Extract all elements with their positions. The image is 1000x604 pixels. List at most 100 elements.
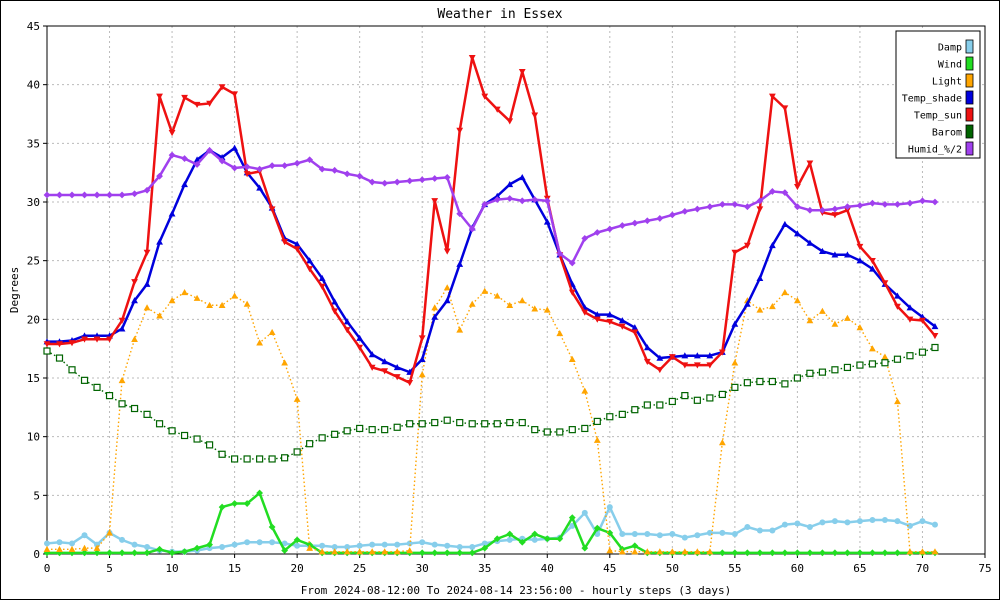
series-barom-point xyxy=(281,454,289,462)
series-barom-point xyxy=(331,430,339,438)
series-humid-2-point xyxy=(894,200,901,208)
series-damp-point xyxy=(869,516,876,523)
series-wind-point xyxy=(819,549,826,557)
series-humid-2-point xyxy=(468,225,476,233)
series-wind-point xyxy=(131,549,138,557)
series-humid-2-point xyxy=(281,162,289,170)
series-damp-point xyxy=(356,542,363,549)
series-light-point xyxy=(143,304,151,311)
series-light-point xyxy=(393,548,401,555)
series-damp-point xyxy=(456,543,463,550)
series-light-point xyxy=(681,548,689,555)
series-humid-2-point xyxy=(743,203,751,211)
series-barom-point xyxy=(856,361,864,369)
series-humid-2-point xyxy=(819,206,826,214)
series-wind-point xyxy=(731,549,739,557)
series-humid-2-point xyxy=(131,190,138,198)
series-temp-sun-point xyxy=(656,367,664,374)
series-wind-point xyxy=(844,549,851,557)
series-temp-sun-point xyxy=(293,246,301,253)
series-damp-point xyxy=(819,519,826,526)
series-barom-point xyxy=(318,434,326,442)
series-wind-point xyxy=(768,549,776,557)
series-light-point xyxy=(506,301,514,308)
series-light-point xyxy=(481,287,489,294)
series-humid-2-point xyxy=(243,163,251,171)
series-light-point xyxy=(156,312,163,319)
series-barom-point xyxy=(831,366,839,374)
series-light-point xyxy=(343,548,351,555)
series-temp-shade-point xyxy=(806,239,814,246)
series-temp-shade-point xyxy=(869,265,876,272)
series-temp-shade-point xyxy=(443,297,451,304)
series-light-point xyxy=(543,306,551,313)
series-barom-point xyxy=(581,424,589,433)
series-humid-2-point xyxy=(756,197,764,205)
series-light-point xyxy=(356,548,364,555)
series-damp-point xyxy=(756,527,763,534)
series-light-point xyxy=(118,376,126,384)
series-barom-point xyxy=(681,392,689,400)
series-barom-point xyxy=(893,355,902,363)
series-light-point xyxy=(493,292,501,299)
series-damp-point xyxy=(281,540,288,547)
series-light-point xyxy=(43,545,51,553)
series-damp-point xyxy=(769,527,776,534)
series-light-point xyxy=(206,301,213,308)
x-tick-label: 65 xyxy=(853,562,866,575)
series-wind-point xyxy=(281,547,289,554)
series-temp-sun-point xyxy=(506,118,514,125)
series-barom-point xyxy=(518,418,526,427)
series-barom-point xyxy=(731,383,739,391)
series-humid-2-point xyxy=(318,165,326,173)
legend-label: Humid_%/2 xyxy=(908,145,962,156)
legend-swatch xyxy=(965,90,974,105)
series-humid-2-point xyxy=(343,170,351,178)
series-wind-point xyxy=(431,549,439,557)
series-temp-sun-point xyxy=(718,349,726,356)
series-light-point xyxy=(193,294,201,301)
series-damp-point xyxy=(331,543,338,550)
series-barom-point xyxy=(768,377,776,386)
series-damp-point xyxy=(394,541,401,548)
series-barom-point xyxy=(356,424,364,433)
series-light-point xyxy=(56,545,63,553)
series-light-point xyxy=(856,324,864,331)
series-barom-point xyxy=(931,343,939,352)
series-damp-point xyxy=(906,522,913,529)
series-temp-sun-point xyxy=(794,184,801,191)
series-wind-point xyxy=(506,530,514,538)
series-wind-point xyxy=(881,549,889,557)
series-barom-point xyxy=(268,455,276,463)
series-damp-point xyxy=(831,518,838,525)
x-tick-label: 60 xyxy=(791,562,804,575)
series-light-point xyxy=(643,548,651,555)
series-damp-point xyxy=(119,536,126,543)
series-humid-2-point xyxy=(556,250,564,258)
series-temp-shade-point xyxy=(656,354,664,361)
series-light-point xyxy=(268,328,276,335)
x-tick-label: 50 xyxy=(666,562,679,575)
series-temp-sun-point xyxy=(756,206,764,213)
series-barom-point xyxy=(543,428,551,436)
series-temp-shade-point xyxy=(506,181,514,188)
y-tick-label: 15 xyxy=(27,372,40,385)
series-humid-2-point xyxy=(856,202,864,209)
y-tick-label: 45 xyxy=(27,20,40,33)
series-humid-2-point xyxy=(831,205,839,213)
series-wind-point xyxy=(143,549,151,557)
series-temp-sun-point xyxy=(681,362,689,369)
series-barom-point xyxy=(868,360,877,368)
series-barom-point xyxy=(368,426,376,434)
series-wind-point xyxy=(418,549,426,557)
y-tick-label: 30 xyxy=(27,196,40,209)
series-wind-point xyxy=(869,549,876,557)
series-light-point xyxy=(381,548,389,555)
x-tick-label: 25 xyxy=(353,562,366,575)
series-temp-shade-point xyxy=(431,313,439,320)
legend: Damp Wind Light Temp_shade Temp_sun Barom Humi… xyxy=(895,30,981,159)
series-light-point xyxy=(293,395,301,402)
series-damp-point xyxy=(144,543,151,550)
series-light-point xyxy=(418,371,426,378)
series-barom-point xyxy=(818,368,827,376)
